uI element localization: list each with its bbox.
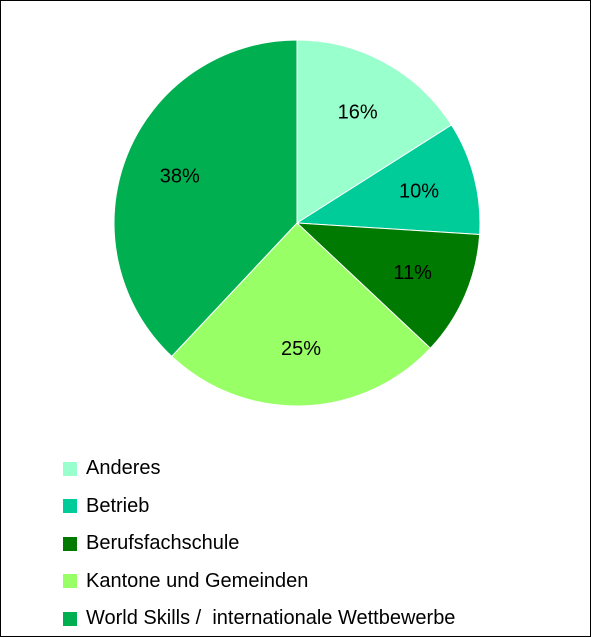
pie-label-kantone-und-gemeinden: 25%: [281, 338, 321, 360]
legend-label-betrieb: Betrieb: [86, 494, 150, 517]
legend-label-anderes: Anderes: [86, 457, 161, 480]
legend-swatch-berufsfachschule: [63, 536, 77, 551]
legend: Anderes Betrieb Berufsfachschule Kantone…: [63, 450, 455, 638]
legend-label-berufsfachschule: Berufsfachschule: [86, 532, 240, 555]
pie-label-world-skills-internationale-wettbewerbe: 38%: [160, 166, 200, 188]
legend-label-kantone-und-gemeinden: Kantone und Gemeinden: [86, 569, 309, 592]
legend-swatch-anderes: [63, 461, 77, 476]
legend-swatch-world-skills: [63, 611, 77, 626]
legend-item-anderes: Anderes: [63, 450, 455, 488]
legend-swatch-betrieb: [63, 499, 77, 514]
legend-swatch-kantone-und-gemeinden: [63, 574, 77, 589]
pie-slice-betrieb: [295, 124, 481, 236]
pie-slice-berufsfachschule: [295, 222, 481, 349]
legend-item-betrieb: Betrieb: [63, 488, 455, 526]
pie-label-berufsfachschule: 11%: [393, 262, 432, 284]
legend-item-berufsfachschule: Berufsfachschule: [63, 525, 455, 563]
legend-item-kantone-und-gemeinden: Kantone und Gemeinden: [63, 563, 455, 601]
legend-label-world-skills: World Skills / internationale Wettbewerb…: [86, 607, 456, 630]
pie-slice-world-skills-internationale-wettbewerbe: [113, 39, 298, 358]
pie-label-anderes: 16%: [338, 102, 378, 124]
pie-slice-kantone-und-gemeinden: [171, 222, 432, 407]
pie-chart: 16% 10% 11% 25% 38%: [113, 39, 481, 407]
pie-label-betrieb: 10%: [399, 181, 439, 203]
legend-item-world-skills: World Skills / internationale Wettbewerb…: [63, 600, 455, 638]
pie-slice-anderes: [296, 39, 453, 224]
